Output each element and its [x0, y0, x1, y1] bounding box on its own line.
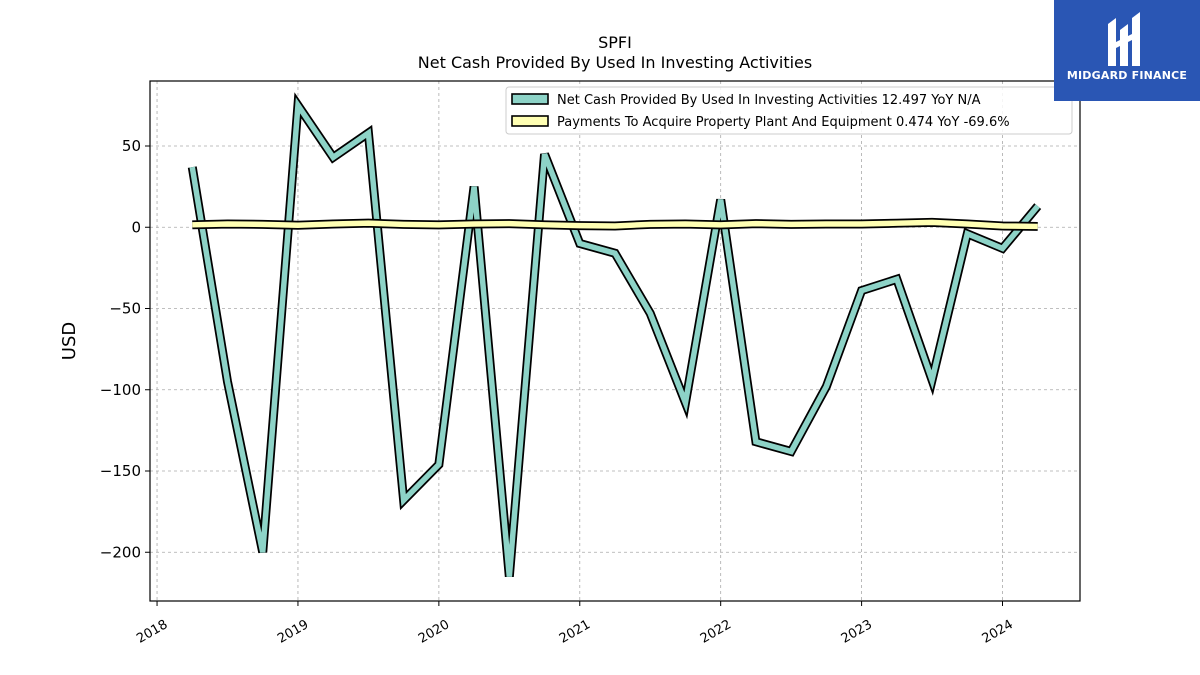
x-tick-label: 2023 [839, 617, 875, 647]
x-tick-label: 2018 [134, 617, 170, 647]
logo-text: MIDGARD FINANCE [1066, 69, 1188, 82]
legend-swatch-net-cash [511, 93, 549, 105]
x-axis-ticks: 2018 2019 2020 2021 2022 2023 2024 [134, 601, 1016, 647]
y-axis-ticks: −200 −150 −100 −50 0 50 [100, 137, 150, 561]
y-tick-label: 50 [122, 137, 141, 155]
plot-area-frame [149, 80, 1081, 602]
legend: Net Cash Provided By Used In Investing A… [505, 86, 1073, 135]
series-outline-0 [187, 92, 1042, 578]
legend-box [505, 86, 1073, 135]
y-tick-label: −100 [100, 381, 141, 399]
series-line-0 [189, 97, 1040, 577]
midgard-finance-logo: MIDGARD FINANCE [1054, 0, 1200, 101]
chart-subtitle: Net Cash Provided By Used In Investing A… [418, 53, 812, 72]
x-tick-label: 2021 [557, 617, 593, 647]
legend-swatch-capex [511, 115, 549, 127]
legend-label-net-cash: Net Cash Provided By Used In Investing A… [557, 93, 981, 108]
y-tick-label: −50 [109, 300, 141, 318]
x-tick-label: 2022 [698, 617, 734, 647]
chart-title: SPFI [598, 33, 632, 52]
legend-label-capex: Payments To Acquire Property Plant And E… [557, 115, 1010, 130]
y-tick-label: −150 [100, 462, 141, 480]
x-tick-label: 2024 [980, 617, 1016, 647]
series-lines [187, 92, 1042, 578]
y-tick-label: −200 [100, 543, 141, 561]
logo-mark-icon [1108, 12, 1140, 66]
y-axis-label: USD [59, 322, 80, 360]
series-line-1 [192, 219, 1038, 230]
x-tick-label: 2020 [416, 617, 452, 647]
x-tick-label: 2019 [275, 617, 311, 647]
grid [150, 81, 1080, 601]
y-tick-label: 0 [131, 218, 141, 236]
